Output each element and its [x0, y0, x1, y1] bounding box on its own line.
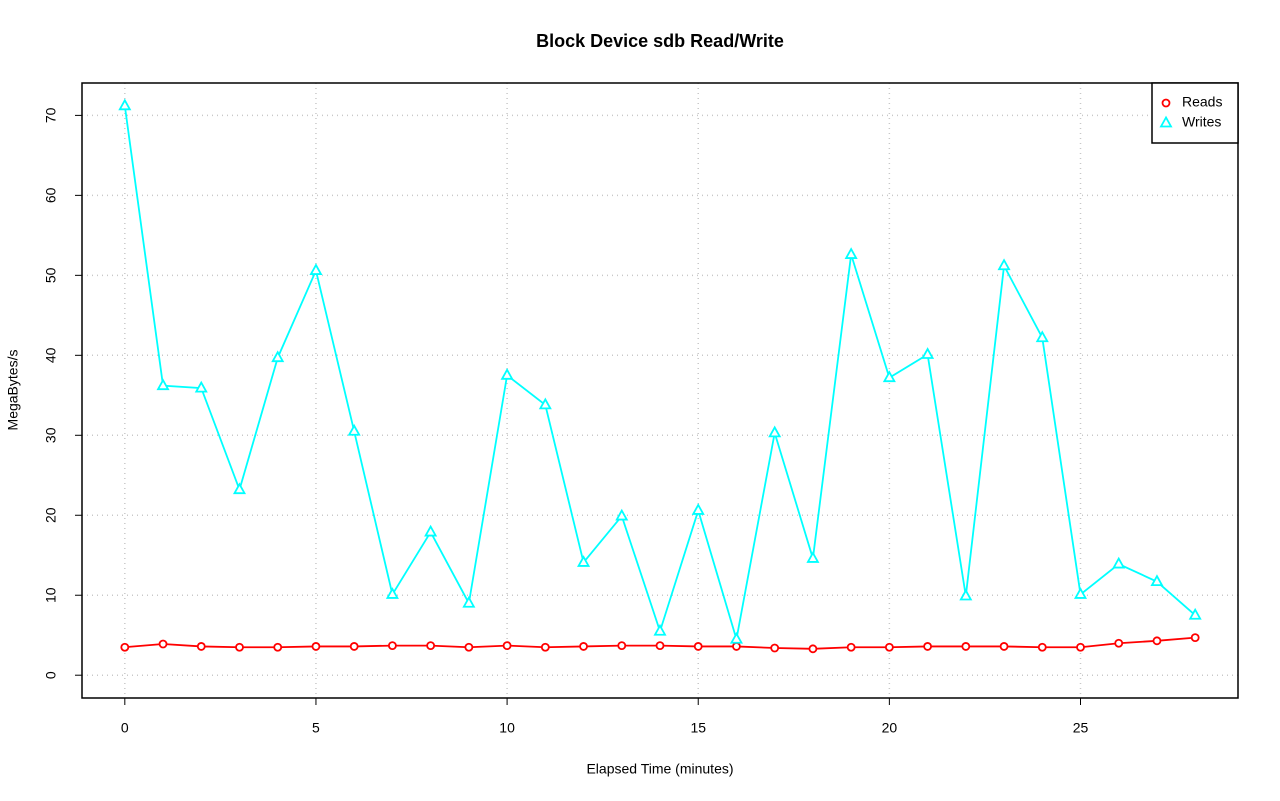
marker	[770, 643, 780, 653]
marker	[653, 623, 667, 636]
y-tick-label: 20	[43, 507, 59, 523]
marker	[1114, 638, 1124, 648]
marker	[808, 644, 818, 654]
marker	[194, 380, 208, 393]
marker	[232, 482, 247, 495]
marker	[347, 423, 361, 436]
marker	[196, 642, 206, 651]
marker	[309, 263, 323, 275]
marker	[500, 367, 514, 380]
marker	[923, 642, 932, 651]
marker	[1112, 556, 1126, 569]
marker	[271, 350, 285, 363]
marker	[540, 642, 550, 652]
x-axis-label: Elapsed Time (minutes)	[586, 761, 733, 777]
chart-title: Block Device sdb Read/Write	[536, 31, 784, 51]
legend: Reads Writes	[1151, 82, 1239, 144]
y-tick-label: 70	[43, 107, 59, 123]
marker	[732, 642, 741, 651]
marker	[961, 642, 971, 651]
marker	[806, 551, 820, 563]
legend-label: Writes	[1182, 114, 1221, 130]
marker	[617, 641, 627, 651]
legend-box	[1151, 82, 1239, 144]
marker	[120, 642, 130, 652]
marker	[959, 588, 973, 601]
marker	[158, 639, 168, 649]
marker	[579, 642, 588, 651]
y-tick-label: 50	[43, 267, 59, 283]
y-axis-label: MegaBytes/s	[5, 350, 21, 431]
x-tick-label: 20	[882, 720, 898, 736]
marker	[502, 641, 512, 651]
marker	[921, 347, 935, 359]
marker	[385, 587, 399, 599]
y-tick-label: 40	[43, 347, 59, 363]
y-tick-label: 10	[43, 587, 59, 603]
marker	[464, 642, 474, 652]
x-tick-label: 0	[121, 720, 129, 736]
marker	[118, 98, 132, 111]
y-tick-label: 0	[43, 671, 59, 679]
legend-marker	[1159, 115, 1173, 128]
y-tick-label: 30	[43, 427, 59, 443]
marker	[882, 370, 896, 383]
marker	[768, 425, 782, 438]
marker	[1190, 633, 1200, 643]
legend-marker	[1161, 98, 1171, 108]
y-tick-label: 60	[43, 187, 59, 203]
marker	[846, 642, 856, 652]
marker	[426, 641, 436, 651]
x-tick-label: 10	[499, 720, 515, 736]
x-tick-label: 5	[312, 720, 320, 736]
plot-frame	[81, 82, 1239, 699]
marker	[273, 642, 283, 652]
marker	[311, 642, 321, 651]
marker	[1037, 642, 1047, 652]
marker	[538, 397, 552, 410]
marker	[844, 247, 858, 259]
marker	[156, 378, 170, 391]
marker	[1035, 330, 1049, 343]
marker	[1150, 574, 1164, 587]
marker	[1076, 642, 1085, 652]
marker	[997, 258, 1011, 271]
marker	[655, 641, 665, 651]
marker	[462, 595, 476, 608]
marker	[693, 642, 703, 651]
marker	[999, 642, 1009, 651]
marker	[884, 642, 894, 652]
marker	[1188, 607, 1202, 620]
x-tick-label: 15	[690, 720, 706, 736]
marker	[577, 555, 591, 567]
marker	[615, 508, 629, 521]
legend-label: Reads	[1182, 94, 1222, 110]
marker	[388, 641, 397, 651]
marker	[235, 642, 244, 652]
marker	[691, 503, 705, 515]
x-tick-label: 25	[1073, 720, 1089, 736]
marker	[1152, 636, 1162, 646]
marker	[729, 631, 743, 644]
marker	[424, 524, 438, 537]
series-line	[123, 105, 1196, 640]
marker	[1073, 587, 1088, 599]
marker	[349, 642, 359, 651]
